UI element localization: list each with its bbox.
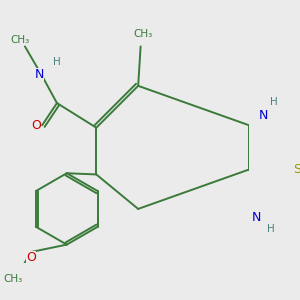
Text: CH₃: CH₃	[3, 274, 22, 284]
Text: H: H	[270, 97, 278, 107]
Text: S: S	[293, 163, 300, 176]
Text: O: O	[26, 251, 36, 264]
Text: N: N	[34, 68, 44, 81]
Text: O: O	[31, 119, 41, 132]
Text: N: N	[252, 211, 261, 224]
Text: H: H	[53, 58, 61, 68]
Text: CH₃: CH₃	[11, 35, 30, 45]
Text: N: N	[259, 109, 268, 122]
Text: H: H	[267, 224, 275, 234]
Text: CH₃: CH₃	[134, 29, 153, 39]
